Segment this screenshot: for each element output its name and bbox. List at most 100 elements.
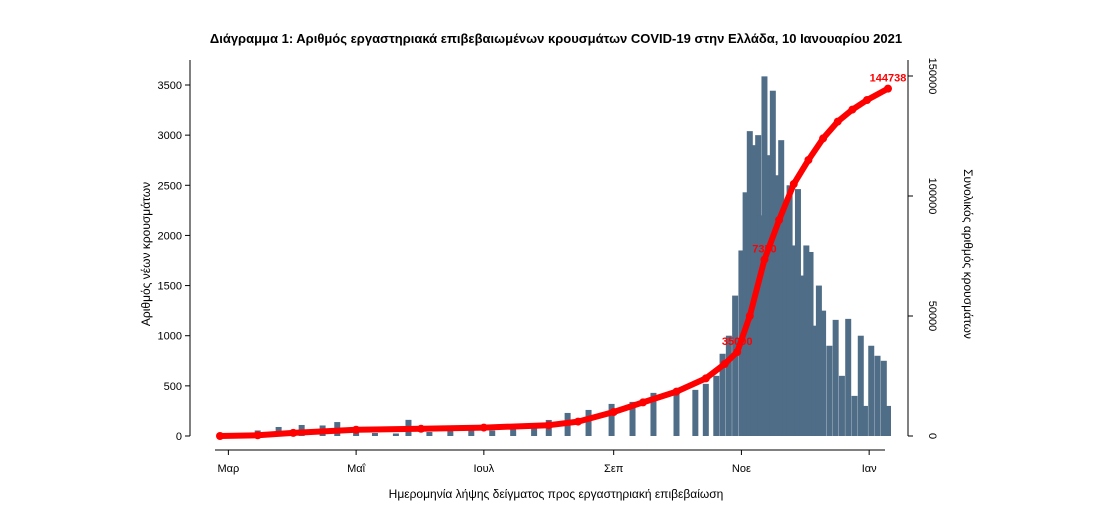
cumulative-point bbox=[479, 423, 488, 432]
y2-ticks: 0 50000 100000 150000 bbox=[908, 58, 938, 439]
bar bbox=[371, 432, 378, 436]
chart-title: Διάγραμμα 1: Αριθμός εργαστηριακά επιβεβ… bbox=[210, 31, 902, 46]
bar bbox=[629, 401, 636, 436]
bar bbox=[820, 310, 827, 436]
bar bbox=[702, 383, 709, 436]
cumulative-point bbox=[352, 425, 361, 434]
annotations: 7350 35000 144738 bbox=[722, 73, 906, 348]
cumulative-point bbox=[672, 387, 681, 396]
bar bbox=[790, 245, 797, 436]
x-axis-title: Ημερομηνία λήψης δείγματος προς εργαστηρ… bbox=[389, 487, 724, 501]
bar bbox=[861, 405, 868, 436]
bar bbox=[845, 318, 852, 436]
cumulative-point bbox=[804, 156, 813, 164]
bar bbox=[838, 375, 845, 436]
bar bbox=[794, 189, 801, 436]
bar bbox=[815, 285, 822, 436]
cumulative-point bbox=[775, 216, 784, 224]
bar bbox=[713, 375, 720, 436]
bar bbox=[650, 392, 657, 436]
x-tick-label: Σεπ bbox=[604, 463, 624, 475]
bar bbox=[782, 205, 789, 436]
cumulative-point bbox=[760, 255, 769, 264]
cumulative-point bbox=[574, 417, 583, 426]
bar bbox=[880, 360, 887, 436]
bar bbox=[489, 430, 496, 436]
y2-tick-label: 50000 bbox=[926, 301, 938, 332]
cumulative-point bbox=[216, 432, 224, 440]
cumulative-point bbox=[289, 428, 298, 437]
bar bbox=[392, 433, 399, 436]
cumulative-point bbox=[253, 431, 262, 440]
x-tick-label: Ιουλ bbox=[473, 463, 494, 475]
y-tick-label: 1500 bbox=[158, 281, 182, 293]
annotation-label: 35000 bbox=[722, 336, 753, 348]
y-tick-label: 2500 bbox=[158, 180, 182, 192]
x-tick-label: Μαρ bbox=[217, 463, 239, 475]
y-tick-label: 3000 bbox=[158, 130, 182, 142]
bar bbox=[769, 90, 776, 437]
cumulative-point bbox=[720, 360, 729, 368]
cumulative-point bbox=[417, 424, 426, 433]
x-ticks: Μαρ Μαΐ Ιουλ Σεπ Νοε Ιαν bbox=[217, 450, 877, 475]
cumulative-point bbox=[819, 134, 828, 143]
cumulative-point bbox=[733, 348, 742, 356]
bar bbox=[725, 335, 732, 436]
y2-axis-title: Συνολικός αριθμός κρουσμάτων bbox=[961, 169, 975, 339]
bar bbox=[874, 355, 881, 436]
bar bbox=[885, 405, 891, 436]
bar bbox=[468, 429, 475, 436]
cumulative-point bbox=[544, 421, 553, 430]
annotation-label: 144738 bbox=[870, 73, 907, 85]
bar bbox=[426, 431, 433, 436]
bar bbox=[811, 325, 818, 436]
bar bbox=[826, 345, 833, 436]
y2-tick-label: 100000 bbox=[926, 178, 938, 215]
cumulative-point bbox=[745, 312, 754, 320]
cumulative-point bbox=[789, 180, 798, 188]
bar bbox=[510, 427, 517, 436]
bar bbox=[673, 393, 680, 436]
bar bbox=[778, 140, 785, 436]
bar bbox=[786, 185, 793, 436]
bar bbox=[774, 175, 781, 436]
bar bbox=[807, 251, 814, 436]
bar bbox=[742, 192, 749, 436]
bar bbox=[868, 345, 875, 436]
bar bbox=[803, 245, 810, 436]
bars bbox=[217, 76, 891, 437]
y2-tick-label: 150000 bbox=[926, 58, 938, 95]
x-tick-label: Μαΐ bbox=[347, 463, 366, 475]
y-ticks: 0 500 1000 1500 2000 2500 3000 3500 bbox=[158, 80, 190, 443]
bar bbox=[765, 155, 772, 436]
y-axis-title: Αριθμός νέων κρουσμάτων bbox=[139, 182, 153, 326]
bar bbox=[608, 403, 615, 436]
y-tick-label: 1000 bbox=[158, 331, 182, 343]
y-tick-label: 500 bbox=[164, 381, 182, 393]
bar bbox=[851, 395, 858, 436]
cumulative-line bbox=[216, 84, 892, 440]
y-tick-label: 3500 bbox=[158, 80, 182, 92]
y2-tick-label: 0 bbox=[926, 433, 938, 439]
cumulative-point bbox=[833, 117, 842, 126]
cumulative-point bbox=[638, 398, 647, 407]
x-tick-label: Ιαν bbox=[862, 463, 877, 475]
annotation-label: 7350 bbox=[752, 244, 776, 256]
y-tick-label: 2000 bbox=[158, 230, 182, 242]
y-tick-label: 0 bbox=[176, 431, 182, 443]
bar bbox=[447, 430, 454, 436]
cumulative-point bbox=[609, 408, 618, 416]
bar bbox=[719, 353, 726, 436]
cumulative-point bbox=[848, 105, 857, 114]
bar bbox=[585, 409, 592, 436]
bar bbox=[757, 215, 764, 436]
cumulative-point bbox=[863, 96, 872, 104]
bar bbox=[799, 275, 806, 436]
bar bbox=[692, 389, 699, 436]
bar bbox=[857, 335, 864, 436]
x-tick-label: Νοε bbox=[732, 463, 751, 475]
cumulative-point bbox=[701, 374, 710, 383]
bar bbox=[732, 295, 739, 436]
bar bbox=[746, 131, 753, 437]
